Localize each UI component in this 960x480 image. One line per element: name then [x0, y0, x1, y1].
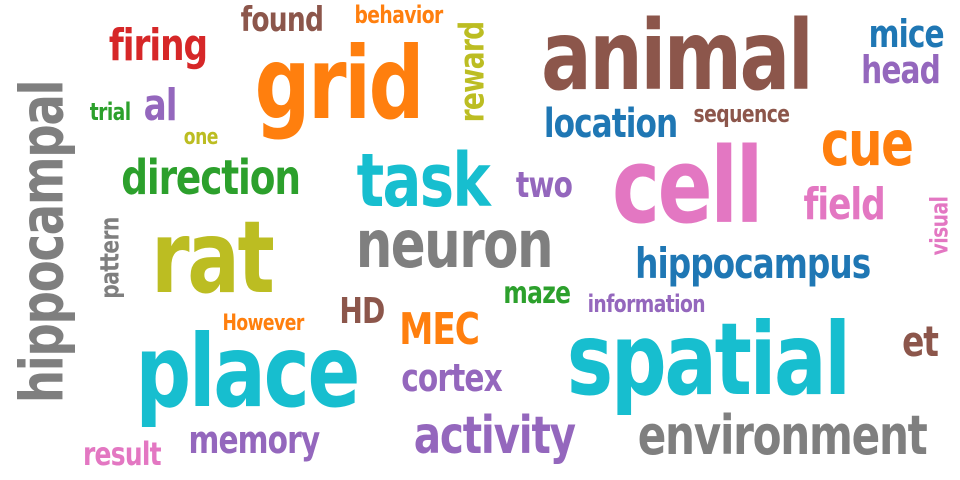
word-rat: rat: [151, 199, 275, 316]
word-et: et: [902, 317, 939, 366]
word-neuron: neuron: [355, 206, 554, 283]
word-firing: firing: [108, 20, 208, 71]
word-pattern: pattern: [94, 217, 125, 299]
word-spatial: spatial: [566, 301, 850, 418]
word-grid: grid: [254, 25, 424, 142]
word-direction: direction: [120, 150, 301, 206]
word-found: found: [240, 0, 324, 40]
word-environment: environment: [637, 404, 928, 467]
word-However: However: [222, 311, 304, 336]
word-memory: memory: [188, 418, 320, 462]
word-activity: activity: [413, 406, 575, 466]
word-hippocampus: hippocampus: [634, 239, 871, 288]
word-one: one: [183, 125, 219, 150]
word-cell: cell: [611, 125, 763, 247]
word-cortex: cortex: [400, 356, 502, 400]
word-hippocampal: hippocampal: [7, 80, 78, 404]
word-location: location: [543, 101, 677, 147]
word-animal: animal: [541, 0, 814, 112]
word-sequence: sequence: [693, 100, 789, 128]
word-result: result: [82, 435, 162, 473]
word-HD: HD: [339, 291, 385, 332]
word-MEC: MEC: [399, 304, 480, 355]
word-field: field: [803, 179, 885, 230]
word-two: two: [515, 165, 573, 206]
word-task: task: [356, 138, 491, 224]
word-reward: reward: [452, 21, 493, 123]
word-mice: mice: [868, 12, 945, 56]
word-cue: cue: [820, 107, 913, 180]
word-behavior: behavior: [353, 1, 443, 29]
word-visual: visual: [925, 196, 954, 256]
word-head: head: [860, 48, 941, 92]
word-al: al: [143, 80, 178, 131]
word-place: place: [134, 313, 360, 430]
word-trial: trial: [89, 98, 131, 126]
word-information: information: [587, 290, 705, 318]
word-maze: maze: [503, 276, 571, 311]
